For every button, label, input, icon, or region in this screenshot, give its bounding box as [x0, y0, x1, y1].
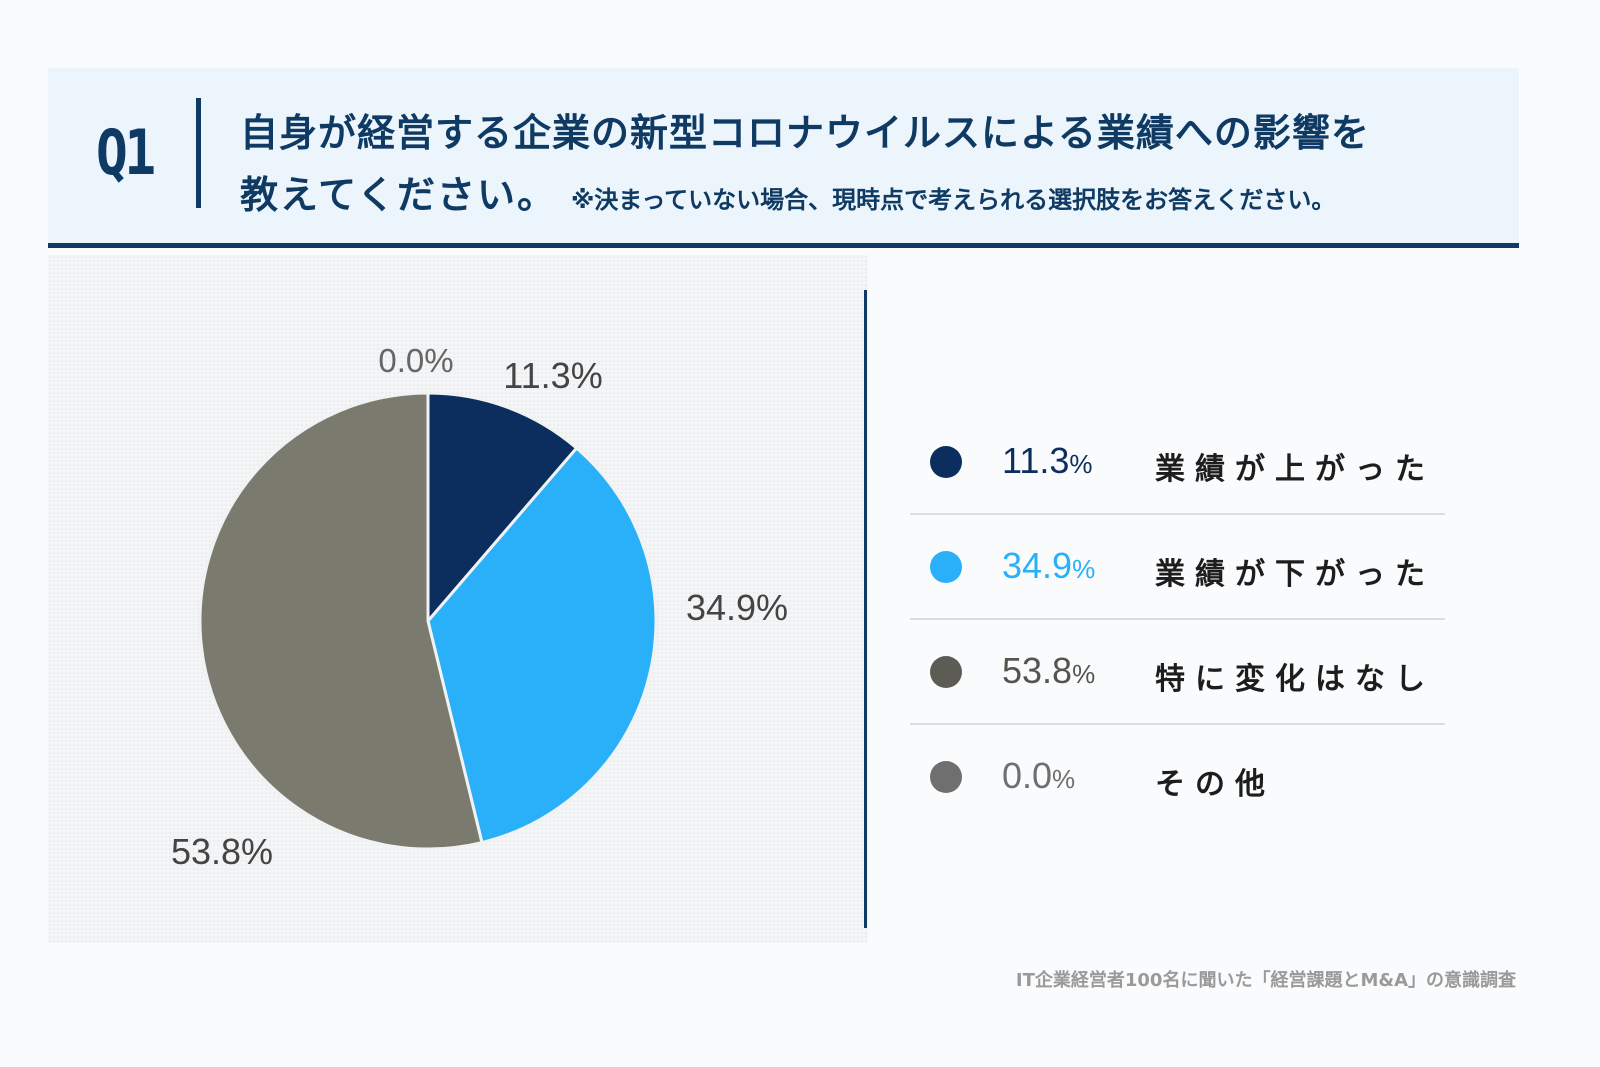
- legend-item-1: 11.3% 業績が上がった: [910, 410, 1445, 515]
- legend-percentage-number: 0.0: [1002, 755, 1053, 796]
- pie-slice-1: [426, 391, 579, 626]
- legend-dot-icon: [930, 656, 962, 688]
- question-number: Q1: [96, 116, 156, 189]
- legend-percentage-number: 11.3: [1002, 440, 1070, 481]
- header-divider: [196, 98, 201, 208]
- legend-label: 業績が下がった: [1155, 557, 1435, 592]
- legend-percentage: 11.3%: [1002, 440, 1093, 482]
- pie-data-label-3: 53.8%: [171, 831, 273, 872]
- legend-dot-icon: [930, 761, 962, 793]
- question-note: ※決まっていない場合、現時点で考えられる選択肢をお答えください。: [570, 186, 1336, 214]
- question-text-line2: 教えてください。 ※決まっていない場合、現時点で考えられる選択肢をお答えください。: [240, 164, 1335, 219]
- legend-item-3: 53.8% 特に変化はなし: [910, 620, 1445, 725]
- legend-label: 業績が上がった: [1155, 452, 1435, 487]
- question-text-line1: 自身が経営する企業の新型コロナウイルスによる業績への影響を: [240, 111, 1370, 155]
- pie-data-label-1: 11.3%: [503, 355, 602, 396]
- legend-percentage: 0.0%: [1002, 755, 1075, 797]
- pie-data-label-4: 0.0%: [378, 342, 453, 379]
- question-header: Q1 自身が経営する企業の新型コロナウイルスによる業績への影響を 教えてください…: [48, 68, 1519, 248]
- legend-dot-icon: [930, 446, 962, 478]
- legend-item-4: 0.0% その他: [910, 725, 1445, 828]
- source-note: IT企業経営者100名に聞いた「経営課題とM&A」の意識調査: [1015, 970, 1516, 991]
- legend-percentage-number: 53.8: [1002, 650, 1073, 691]
- legend-label: その他: [1155, 767, 1275, 802]
- question-text-main: 教えてください。: [240, 173, 557, 217]
- legend: 11.3% 業績が上がった 34.9% 業績が下がった 53.8% 特に変化はなし 0.0%…: [910, 410, 1445, 828]
- legend-percentage-number: 34.9: [1002, 545, 1073, 586]
- legend-percentage: 53.8%: [1002, 650, 1095, 692]
- chart-legend-divider: [864, 290, 867, 928]
- legend-item-2: 34.9% 業績が下がった: [910, 515, 1445, 620]
- legend-label: 特に変化はなし: [1155, 662, 1435, 697]
- pie-data-label-2: 34.9%: [686, 587, 788, 628]
- legend-percentage: 34.9%: [1002, 545, 1095, 587]
- legend-percentage-unit: %: [1052, 764, 1076, 794]
- legend-percentage-unit: %: [1072, 554, 1096, 584]
- legend-percentage-unit: %: [1069, 449, 1093, 479]
- legend-percentage-unit: %: [1072, 659, 1096, 689]
- legend-dot-icon: [930, 551, 962, 583]
- pie-slice-3: [198, 391, 484, 851]
- pie-slice-2: [426, 445, 658, 845]
